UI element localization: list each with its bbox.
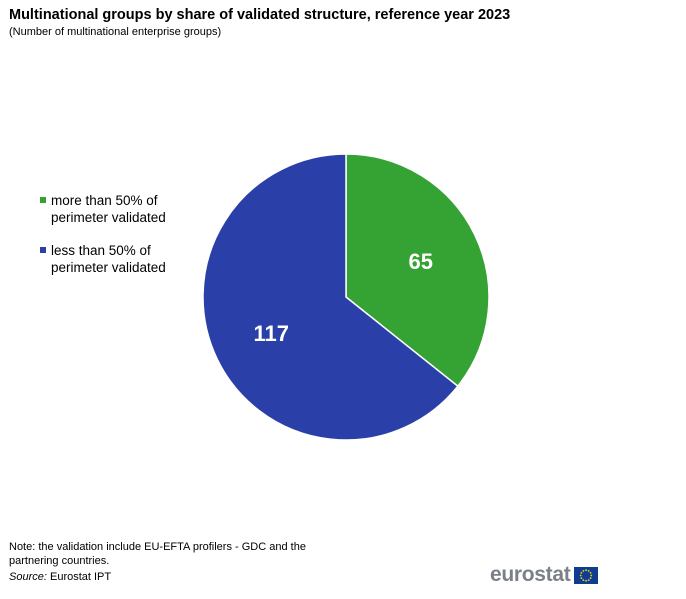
legend-item-more-than-50: more than 50% of perimeter validated [40,192,190,226]
legend: more than 50% of perimeter validated les… [40,192,190,292]
source-label: Source: [9,571,47,583]
pie-slice-1 [202,153,459,441]
chart-subtitle: (Number of multinational enterprise grou… [9,26,222,38]
source-text: Eurostat IPT [49,571,112,583]
eu-flag-icon [574,566,599,584]
legend-label-more-than-50: more than 50% of perimeter validated [51,193,166,225]
pie-slice-0 [345,153,490,388]
footnote: Note: the validation include EU-EFTA pro… [9,541,306,567]
chart-title: Multinational groups by share of validat… [9,7,511,23]
legend-item-less-than-50: less than 50% of perimeter validated [40,242,190,276]
pie-slice-label-0: 65 [408,249,432,274]
legend-swatch-more-than-50 [40,197,46,203]
source-line: Source: Eurostat IPT [9,571,111,583]
eurostat-logo: eurostat [490,563,599,587]
legend-swatch-less-than-50 [40,247,46,253]
logo-wordmark: eurostat [490,563,571,586]
legend-label-less-than-50: less than 50% of perimeter validated [51,243,166,275]
pie-slice-label-1: 117 [254,321,290,346]
